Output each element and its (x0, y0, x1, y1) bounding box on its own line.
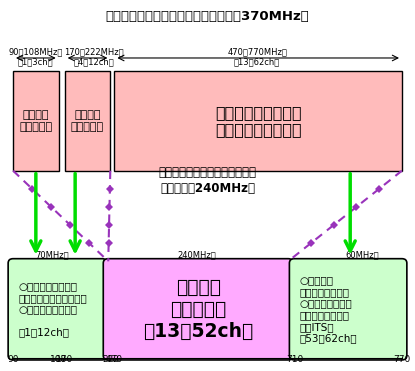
Text: アナログ
テレビ放送: アナログ テレビ放送 (71, 110, 104, 132)
Text: ○携帯電話
　サービスの充実
○より安全な道路
　交通社会の実現
　（ITS）
（53～62ch）: ○携帯電話 サービスの充実 ○より安全な道路 交通社会の実現 （ITS） （53… (299, 275, 357, 343)
Text: 【従来の周波数利用状況】テレビ用－370MHz幅: 【従来の周波数利用状況】テレビ用－370MHz幅 (106, 10, 309, 23)
Text: テレビ用－240MHz幅: テレビ用－240MHz幅 (160, 182, 255, 195)
Text: 70MHz幅: 70MHz幅 (36, 250, 69, 259)
Text: デジタル
テレビ放送
（13～52ch）: デジタル テレビ放送 （13～52ch） (143, 278, 253, 341)
Text: 710: 710 (286, 355, 303, 364)
Text: 90: 90 (7, 355, 19, 364)
Text: ○新たな放送の展開
（マルチメディア放送）
○防災などでの活用

（1～12ch）: ○新たな放送の展開 （マルチメディア放送） ○防災などでの活用 （1～12ch） (18, 281, 87, 338)
FancyBboxPatch shape (8, 259, 107, 360)
FancyBboxPatch shape (65, 71, 110, 171)
Text: 222: 222 (102, 355, 119, 364)
Text: 108: 108 (50, 355, 67, 364)
Text: 770: 770 (393, 355, 410, 364)
Text: 470: 470 (106, 355, 123, 364)
FancyBboxPatch shape (103, 259, 293, 360)
Text: アナログテレビ放送
デジタルテレビ放送: アナログテレビ放送 デジタルテレビ放送 (215, 105, 301, 137)
Text: 170～222MHz帯
（4～12ch）: 170～222MHz帯 （4～12ch） (64, 47, 124, 66)
Text: 240MHz幅: 240MHz幅 (178, 250, 217, 259)
Text: 60MHz幅: 60MHz幅 (346, 250, 379, 259)
Text: 90～108MHz帯
（1～3ch）: 90～108MHz帯 （1～3ch） (9, 47, 63, 66)
Text: アナログ
テレビ放送: アナログ テレビ放送 (19, 110, 52, 132)
FancyBboxPatch shape (115, 71, 402, 171)
Text: 170: 170 (56, 355, 73, 364)
Text: 【地上アナログ放送停波以降】: 【地上アナログ放送停波以降】 (159, 166, 256, 179)
Text: 470～770MHz帯
（13～62ch）: 470～770MHz帯 （13～62ch） (227, 47, 287, 66)
FancyBboxPatch shape (13, 71, 59, 171)
FancyBboxPatch shape (289, 259, 407, 360)
